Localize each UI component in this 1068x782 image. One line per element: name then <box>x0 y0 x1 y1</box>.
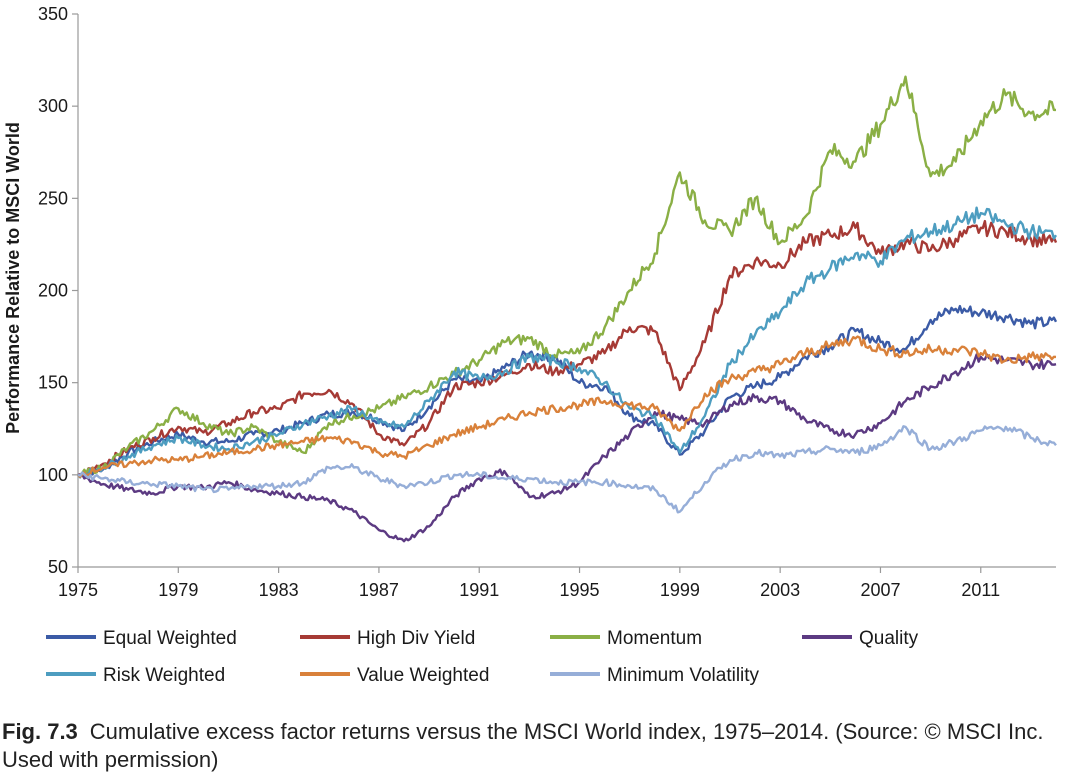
series-line-momentum <box>77 75 1056 477</box>
caption-text: Cumulative excess factor returns versus … <box>2 719 1044 772</box>
legend-label: Momentum <box>607 628 702 649</box>
y-tick-label: 350 <box>38 4 68 24</box>
x-tick-label: 1979 <box>158 580 198 600</box>
series-line-risk-weighted <box>77 206 1058 479</box>
x-tick-label: 1995 <box>560 580 600 600</box>
y-axis-label: Performance Relative to MSCI World <box>3 122 23 434</box>
legend-label: Quality <box>859 628 919 649</box>
line-chart: 50 100 150 200 250 300 350 1975 1979 1983 1987 1991… <box>3 4 1058 686</box>
legend-label: Value Weighted <box>357 665 489 686</box>
legend-label: Risk Weighted <box>103 665 225 686</box>
y-tick-label: 300 <box>38 96 68 116</box>
y-tick-label: 50 <box>48 557 68 577</box>
x-tick-label: 1987 <box>359 580 399 600</box>
x-tick-label: 2011 <box>961 580 1000 600</box>
x-tick-label: 1991 <box>459 580 499 600</box>
series-layer <box>77 75 1058 543</box>
figure-caption: Fig. 7.3 Cumulative excess factor returns… <box>2 718 1062 774</box>
legend-label: Equal Weighted <box>103 628 237 649</box>
y-tick-label: 200 <box>38 281 68 301</box>
x-tick-label: 1999 <box>660 580 700 600</box>
series-line-minimum-volatility <box>77 425 1057 514</box>
x-tick-label: 2003 <box>760 580 800 600</box>
axes: 50 100 150 200 250 300 350 1975 1979 1983 1987 1991… <box>38 4 1056 600</box>
legend-label: High Div Yield <box>357 628 475 649</box>
x-tick-label: 1983 <box>259 580 299 600</box>
x-tick-label: 1975 <box>58 580 98 600</box>
legend: Equal Weighted High Div Yield Momentum Qual… <box>46 628 919 686</box>
x-tick-label: 2007 <box>860 580 900 600</box>
y-tick-label: 100 <box>38 465 68 485</box>
series-line-value-weighted <box>77 335 1057 479</box>
y-tick-label: 150 <box>38 373 68 393</box>
series-line-high-div-yield <box>77 219 1058 476</box>
y-tick-label: 250 <box>38 188 68 208</box>
figure-number: Fig. 7.3 <box>2 719 78 744</box>
legend-label: Minimum Volatility <box>607 665 760 686</box>
